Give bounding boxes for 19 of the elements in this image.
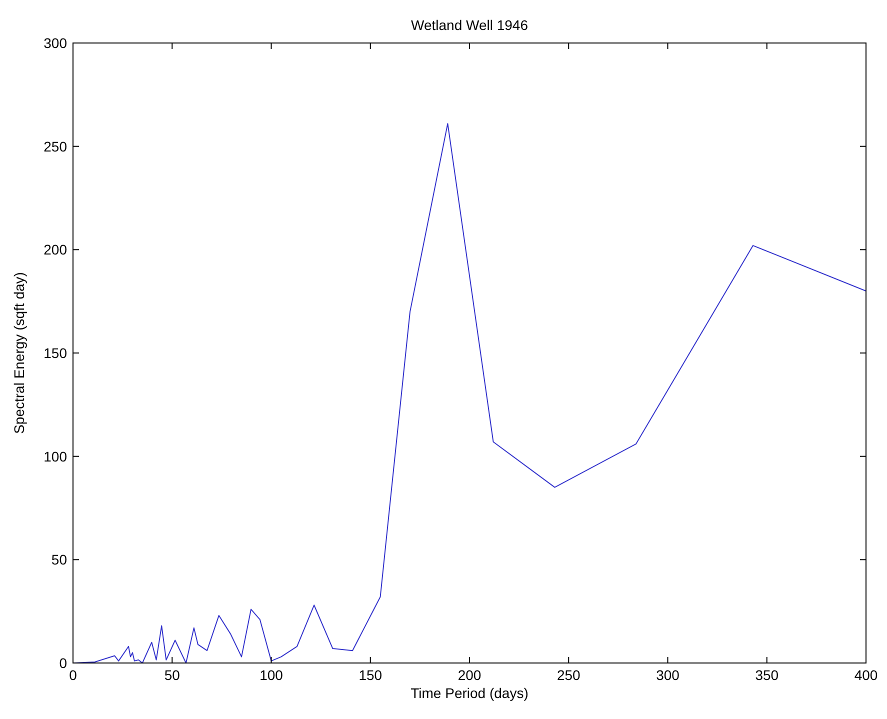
x-tick-label: 100 xyxy=(260,667,284,683)
x-tick-label: 150 xyxy=(358,667,382,683)
x-tick-label: 300 xyxy=(656,667,680,683)
x-tick-label: 0 xyxy=(69,667,78,683)
x-tick-label: 50 xyxy=(164,667,180,683)
x-tick-label: 200 xyxy=(458,667,482,683)
y-tick-label: 50 xyxy=(51,552,68,568)
y-tick-label: 100 xyxy=(44,448,68,464)
y-tick-label: 300 xyxy=(44,35,68,51)
y-axis-title: Spectral Energy (sqft day) xyxy=(11,272,27,434)
x-tick-label: 400 xyxy=(854,667,878,683)
y-tick-label: 250 xyxy=(44,138,68,154)
y-tick-label: 0 xyxy=(59,655,68,671)
x-axis-title: Time Period (days) xyxy=(410,685,528,701)
x-tick-label: 250 xyxy=(556,667,581,683)
y-tick-label: 200 xyxy=(44,242,68,258)
chart-title: Wetland Well 1946 xyxy=(411,17,528,33)
y-tick-label: 150 xyxy=(44,345,68,361)
x-tick-label: 350 xyxy=(755,667,779,683)
